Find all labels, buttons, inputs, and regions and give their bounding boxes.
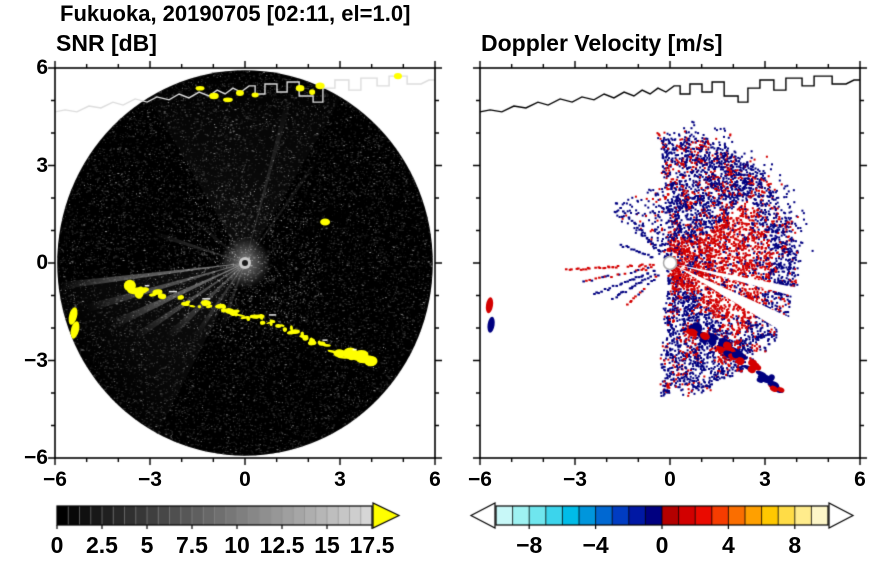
snr-x-tick-label: 6 xyxy=(429,468,441,491)
snr-colorbar-tick-label: 15 xyxy=(314,532,340,558)
snr-radar-plot xyxy=(43,56,447,468)
snr-colorbar-tick-label: 10 xyxy=(224,532,250,558)
snr-x-tick-label: −6 xyxy=(43,468,67,491)
snr-y-tick-label: 3 xyxy=(36,153,48,177)
doppler-x-tick-label: −6 xyxy=(468,468,492,491)
snr-x-tick-label: 0 xyxy=(239,468,251,491)
doppler-colorbar-tick-label: 8 xyxy=(788,532,802,558)
snr-x-tick-label: 3 xyxy=(334,468,346,491)
doppler-colorbar-tick-label: 4 xyxy=(721,532,735,558)
snr-colorbar-tick-label: 12.5 xyxy=(259,532,305,558)
doppler-x-tick-label: 0 xyxy=(664,468,676,491)
figure-title: Fukuoka, 20190705 [02:11, el=1.0] xyxy=(60,1,411,26)
doppler-colorbar-tick-label: −8 xyxy=(516,532,543,558)
snr-colorbar-tick-label: 2.5 xyxy=(86,532,118,558)
snr-y-tick-label: 6 xyxy=(36,56,48,79)
doppler-radar-plot xyxy=(468,56,870,468)
snr-x-tick-label: −3 xyxy=(138,468,162,491)
snr-panel-title: SNR [dB] xyxy=(56,30,157,56)
doppler-x-tick-label: 6 xyxy=(854,468,866,491)
doppler-colorbar-tick-label: −4 xyxy=(582,532,609,558)
doppler-x-tick-label: 3 xyxy=(759,468,771,491)
snr-y-tick-label: −3 xyxy=(24,348,48,372)
doppler-colorbar-tick-label: 0 xyxy=(655,532,669,558)
snr-colorbar xyxy=(45,500,425,534)
snr-colorbar-tick-label: 5 xyxy=(140,532,154,558)
snr-y-tick-label: −6 xyxy=(24,446,48,469)
snr-colorbar-tick-label: 0 xyxy=(50,532,64,558)
snr-y-tick-label: 0 xyxy=(36,251,48,274)
snr-colorbar-tick-label: 17.5 xyxy=(349,532,395,558)
doppler-x-tick-label: −3 xyxy=(563,468,587,491)
doppler-panel-title: Doppler Velocity [m/s] xyxy=(481,30,723,56)
doppler-colorbar xyxy=(460,500,870,534)
snr-colorbar-tick-label: 7.5 xyxy=(176,532,208,558)
